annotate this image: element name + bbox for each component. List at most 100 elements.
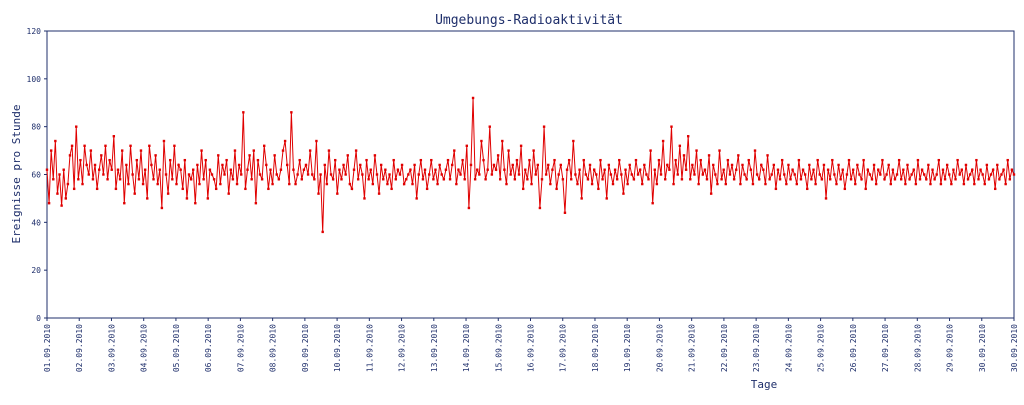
data-point (866, 168, 869, 171)
x-tick-label: 27.09.2010 (881, 324, 890, 372)
data-point (363, 197, 366, 200)
data-point (417, 173, 420, 176)
data-point (507, 149, 510, 152)
data-point (799, 178, 803, 181)
data-point (766, 154, 769, 157)
data-point (354, 149, 358, 152)
data-point (670, 125, 673, 128)
data-point (496, 154, 500, 157)
data-point (808, 163, 811, 167)
data-point (678, 144, 682, 147)
data-point (1010, 168, 1014, 171)
data-point (375, 173, 379, 176)
data-point (482, 158, 485, 162)
data-point (601, 178, 604, 181)
data-point (682, 154, 686, 157)
data-point (139, 149, 143, 152)
data-point (480, 139, 483, 143)
data-point (557, 173, 560, 176)
series-0 (45, 96, 1016, 234)
data-point (902, 168, 905, 171)
data-point (252, 149, 255, 152)
data-point (664, 178, 667, 181)
data-point (432, 178, 435, 181)
y-tick-label: 20 (31, 266, 41, 275)
data-point (455, 182, 458, 186)
data-point (244, 187, 247, 191)
data-point (135, 158, 139, 162)
data-point (129, 144, 132, 147)
data-point (95, 187, 99, 191)
data-point (918, 178, 922, 181)
data-point (116, 168, 120, 171)
data-point (555, 187, 558, 191)
data-point (638, 168, 642, 171)
data-point (148, 144, 151, 147)
data-point (254, 202, 258, 205)
x-tick-label: 29.09.2010 (946, 324, 955, 372)
data-point (793, 173, 796, 176)
data-point (156, 182, 159, 186)
data-point (749, 168, 753, 171)
data-point (707, 154, 711, 157)
data-point (75, 125, 78, 128)
data-point (317, 192, 320, 195)
data-point (860, 178, 863, 181)
data-point (398, 173, 402, 176)
data-point (275, 173, 278, 176)
data-point (540, 178, 544, 181)
data-point (331, 178, 335, 181)
data-point (975, 158, 978, 162)
data-point (762, 168, 765, 171)
data-point (490, 173, 494, 176)
data-point (356, 178, 360, 181)
x-axis: 01.09.2010 02.09.2010 03.09.2010 04.09.2010… (43, 318, 1019, 372)
data-point (785, 182, 788, 186)
data-point (52, 178, 55, 181)
x-tick-label: 06.09.2010 (204, 324, 213, 372)
data-point (987, 178, 991, 181)
data-point (760, 163, 763, 167)
data-point (158, 168, 161, 171)
data-point (231, 178, 235, 181)
data-point (741, 163, 744, 167)
data-point (881, 158, 884, 162)
data-point (603, 168, 606, 171)
data-point (849, 178, 853, 181)
data-point (179, 168, 182, 171)
y-tick-label: 100 (27, 75, 42, 84)
data-point (935, 173, 938, 176)
data-point (189, 178, 193, 181)
data-point (712, 163, 715, 167)
data-point (402, 182, 406, 186)
data-point (851, 168, 855, 171)
data-point (81, 182, 84, 186)
x-tick-label: 13.09.2010 (430, 324, 439, 372)
data-point (217, 154, 220, 157)
data-point (661, 139, 665, 143)
data-point (461, 158, 464, 162)
data-point (722, 168, 725, 171)
x-tick-label: 08.09.2010 (269, 324, 278, 372)
data-point (70, 144, 74, 147)
data-point (160, 206, 164, 210)
data-point (607, 163, 611, 167)
data-point (593, 168, 596, 171)
data-point (513, 178, 517, 181)
data-point (1004, 182, 1007, 186)
data-point (373, 154, 377, 157)
data-point (891, 168, 895, 171)
x-tick-label: 16.09.2010 (527, 324, 536, 372)
x-tick-label: 25.09.2010 (817, 324, 826, 372)
data-point (778, 178, 782, 181)
data-point (900, 178, 903, 181)
data-point (933, 178, 936, 181)
data-point (563, 211, 567, 214)
data-point (409, 168, 412, 171)
x-tick-label: 24.09.2010 (784, 324, 793, 372)
x-tick-label: 05.09.2010 (172, 324, 181, 372)
data-point (311, 173, 314, 176)
data-point (908, 178, 911, 181)
data-point (709, 192, 713, 195)
